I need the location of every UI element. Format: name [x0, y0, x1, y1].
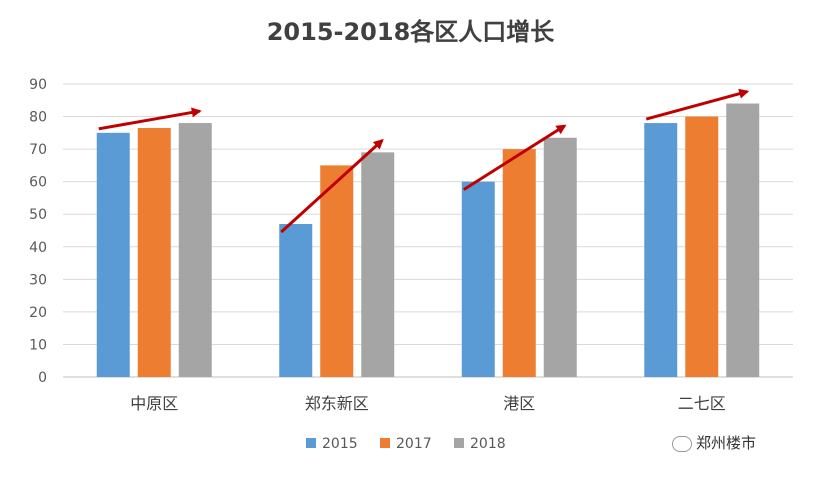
growth-arrow — [280, 139, 384, 234]
category-label: 中原区 — [130, 394, 178, 413]
y-tick-label: 30 — [29, 272, 47, 288]
bar-2017 — [685, 116, 719, 378]
y-tick-label: 50 — [29, 207, 47, 223]
bars — [96, 103, 760, 378]
watermark-text: 郑州楼市 — [696, 434, 757, 452]
growth-arrow — [645, 88, 750, 121]
bar-2018 — [726, 103, 760, 378]
bar-2018 — [543, 137, 577, 377]
bar-2017 — [320, 165, 354, 377]
bar-2017 — [137, 127, 171, 377]
growth-arrow — [462, 124, 567, 191]
legend-swatch-2015 — [306, 438, 316, 448]
category-label: 郑东新区 — [305, 394, 369, 413]
y-tick-label: 60 — [29, 175, 47, 191]
y-axis-ticks: 0 10 20 30 40 50 60 70 80 90 — [29, 77, 47, 386]
legend-label: 2017 — [396, 436, 432, 452]
bar-2015 — [96, 132, 130, 377]
bar-2017 — [502, 149, 536, 377]
bar-2015 — [279, 223, 313, 377]
category-labels: 中原区 郑东新区 港区 二七区 — [130, 394, 726, 413]
y-tick-label: 80 — [29, 110, 47, 126]
bar-2015 — [644, 123, 678, 377]
category-label: 二七区 — [678, 394, 726, 413]
y-tick-label: 40 — [29, 240, 47, 256]
legend-swatch-2018 — [454, 438, 464, 448]
gridlines — [63, 83, 793, 378]
watermark: 郑州楼市 — [672, 432, 756, 453]
legend-label: 2015 — [322, 436, 358, 452]
bar-2018 — [361, 152, 395, 377]
category-label: 港区 — [503, 394, 535, 413]
y-tick-label: 90 — [29, 77, 47, 93]
growth-arrow — [98, 107, 202, 131]
growth-arrows — [98, 88, 750, 234]
bar-2015 — [461, 181, 495, 377]
wechat-icon — [672, 435, 692, 452]
y-tick-label: 0 — [38, 370, 47, 386]
y-tick-label: 70 — [29, 142, 47, 158]
legend-label: 2018 — [470, 436, 506, 452]
y-tick-label: 10 — [29, 337, 47, 353]
bar-2018 — [178, 123, 212, 377]
chart-title: 2015-2018各区人口增长 — [266, 18, 555, 46]
y-tick-label: 20 — [29, 305, 47, 321]
legend-swatch-2017 — [380, 438, 390, 448]
legend: 2015 2017 2018 — [306, 436, 506, 452]
